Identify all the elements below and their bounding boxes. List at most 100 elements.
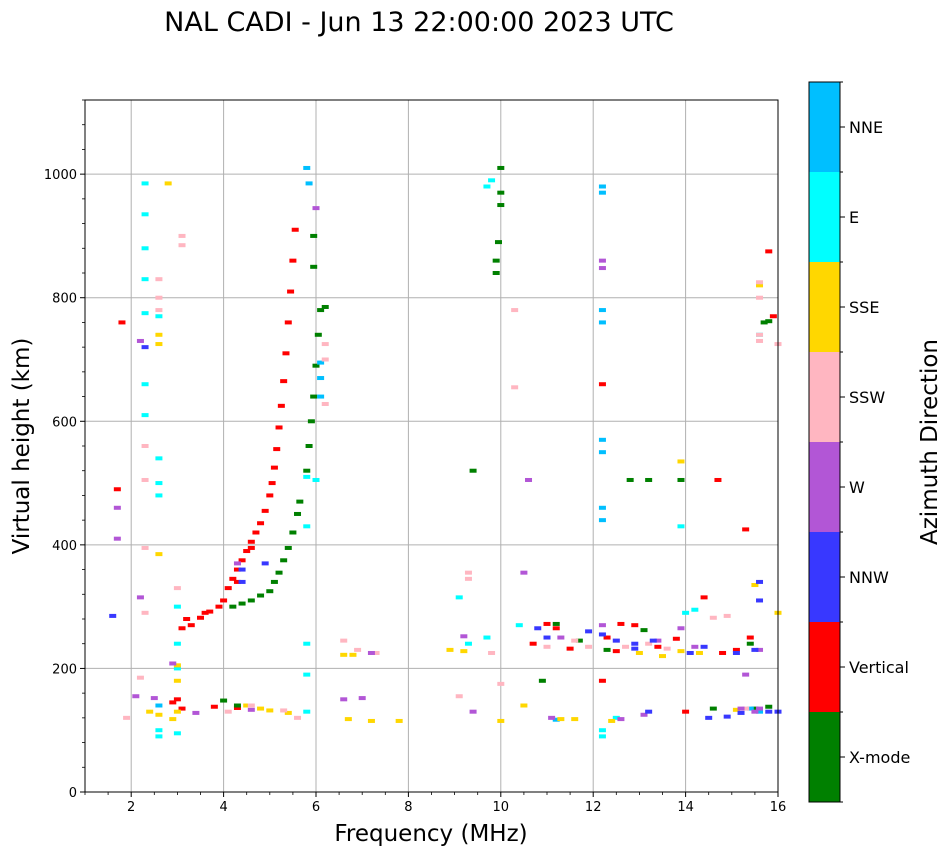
- data-point-e: [312, 477, 320, 482]
- data-point-x-mode: [280, 558, 288, 563]
- data-point-x-mode: [645, 477, 653, 482]
- data-point-e: [598, 728, 606, 733]
- data-point-vertical: [742, 527, 750, 532]
- data-point-sse: [173, 709, 181, 714]
- data-point-vertical: [287, 289, 295, 294]
- colorbar-label-ssw: SSW: [849, 388, 885, 407]
- plot-area: [85, 100, 778, 792]
- data-point-e: [515, 623, 523, 628]
- data-point-vertical: [178, 706, 186, 711]
- data-point-nnw: [543, 635, 551, 640]
- data-point-x-mode: [310, 233, 318, 238]
- data-point-ssw: [372, 650, 380, 655]
- data-point-nnw: [598, 632, 606, 637]
- data-point-e: [682, 610, 690, 615]
- data-point-sse: [659, 654, 666, 659]
- data-point-x-mode: [296, 499, 304, 504]
- data-point-vertical: [187, 623, 195, 628]
- data-point-x-mode: [317, 308, 325, 313]
- data-point-e: [598, 734, 606, 739]
- data-point-vertical: [291, 227, 299, 232]
- data-points: [109, 165, 782, 739]
- y-tick-label: 800: [52, 292, 77, 307]
- data-point-x-mode: [765, 704, 773, 709]
- data-point-sse: [695, 650, 703, 655]
- data-point-e: [155, 493, 163, 498]
- y-tick-label: 400: [52, 539, 77, 554]
- data-point-vertical: [268, 481, 276, 486]
- data-point-vertical: [672, 636, 680, 641]
- data-point-sse: [367, 718, 375, 723]
- data-point-sse: [155, 332, 163, 337]
- data-point-w: [367, 650, 375, 655]
- data-point-x-mode: [314, 332, 322, 337]
- data-point-e: [155, 314, 163, 319]
- data-point-sse: [751, 583, 759, 588]
- data-point-e: [141, 277, 149, 282]
- data-point-nnw: [751, 647, 759, 652]
- data-point-vertical: [247, 545, 255, 550]
- data-point-vertical: [552, 626, 560, 631]
- data-point-sse: [243, 703, 251, 708]
- data-point-nnw: [737, 710, 745, 715]
- data-point-sse: [340, 652, 348, 657]
- data-point-vertical: [746, 635, 754, 640]
- data-point-w: [136, 338, 144, 343]
- data-point-ssw: [756, 295, 764, 300]
- data-point-vertical: [233, 567, 241, 572]
- data-point-vertical: [700, 595, 708, 600]
- data-point-ssw: [224, 709, 232, 714]
- data-point-x-mode: [321, 304, 329, 309]
- data-point-w: [742, 672, 750, 677]
- data-point-vertical: [769, 314, 777, 319]
- data-point-sse: [344, 717, 352, 722]
- data-point-ssw: [511, 308, 519, 313]
- x-tick-label: 4: [219, 800, 227, 815]
- colorbar-swatch-w: [809, 442, 840, 532]
- data-point-vertical: [714, 477, 722, 482]
- data-point-w: [654, 638, 662, 643]
- x-tick-label: 6: [312, 800, 320, 815]
- data-point-ssw: [155, 277, 163, 282]
- data-point-e: [303, 709, 311, 714]
- data-point-vertical: [719, 650, 727, 655]
- data-point-sse: [520, 703, 528, 708]
- data-point-vertical: [210, 704, 218, 709]
- data-point-vertical: [206, 609, 214, 614]
- data-point-nne: [598, 450, 606, 455]
- data-point-sse: [284, 710, 292, 715]
- data-point-ssw: [645, 641, 653, 646]
- data-point-w: [247, 707, 255, 712]
- data-point-nnw: [631, 641, 639, 646]
- colorbar-swatch-e: [809, 172, 840, 262]
- data-point-nnw: [756, 579, 764, 584]
- colorbar-label-nnw: NNW: [849, 568, 889, 587]
- data-point-w: [598, 623, 606, 628]
- data-point-x-mode: [538, 678, 546, 683]
- data-point-e: [483, 635, 491, 640]
- data-point-nnw: [723, 714, 731, 719]
- colorbar: X-mode Vertical NNW W SSW SSE E NNE: [808, 81, 910, 803]
- data-point-vertical: [765, 249, 773, 254]
- data-point-ssw: [178, 233, 186, 238]
- data-point-x-mode: [552, 621, 560, 626]
- data-point-w: [469, 709, 477, 714]
- data-point-vertical: [275, 425, 283, 430]
- data-point-e: [173, 604, 181, 609]
- data-point-w: [677, 626, 685, 631]
- data-point-ssw: [464, 570, 472, 575]
- data-point-vertical: [233, 579, 241, 584]
- data-point-sse: [677, 459, 685, 464]
- data-point-vertical: [261, 508, 269, 513]
- data-point-ssw: [321, 342, 329, 347]
- data-point-sse: [266, 708, 274, 713]
- data-point-e: [303, 524, 311, 529]
- data-point-vertical: [273, 447, 281, 452]
- data-point-w: [460, 634, 468, 639]
- data-point-ssw: [155, 295, 163, 300]
- data-point-vertical: [277, 403, 285, 408]
- data-point-sse: [732, 707, 740, 712]
- data-point-x-mode: [677, 477, 685, 482]
- colorbar-swatch-sse: [809, 262, 840, 352]
